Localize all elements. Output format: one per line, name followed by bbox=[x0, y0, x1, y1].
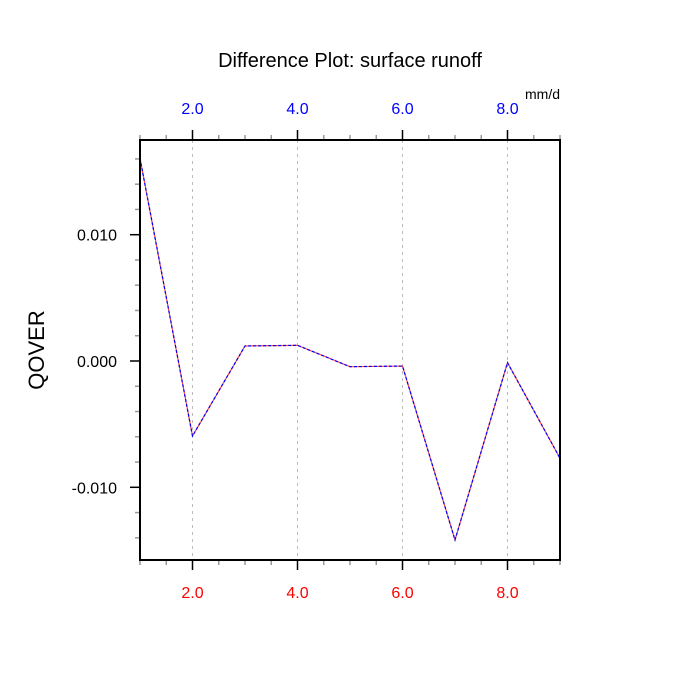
x-tick-label-bottom: 8.0 bbox=[496, 585, 518, 602]
x-tick-label-bottom: 4.0 bbox=[286, 585, 308, 602]
series-line-blue bbox=[139, 158, 561, 543]
x-tick-label-bottom: 2.0 bbox=[181, 585, 203, 602]
y-axis-label: QOVER bbox=[24, 310, 49, 389]
x-tick-label-top: 8.0 bbox=[496, 101, 518, 118]
chart-title: Difference Plot: surface runoff bbox=[218, 50, 482, 72]
series-line-red bbox=[139, 158, 561, 543]
plot-frame bbox=[139, 139, 561, 561]
x-tick-label-bottom: 6.0 bbox=[391, 585, 413, 602]
y-tick-label: -0.010 bbox=[72, 480, 117, 497]
x-tick-label-top: 6.0 bbox=[391, 101, 413, 118]
y-tick-label: 0.010 bbox=[77, 228, 117, 245]
y-tick-label: 0.000 bbox=[77, 354, 117, 371]
x-tick-label-top: 4.0 bbox=[286, 101, 308, 118]
x-tick-label-top: 2.0 bbox=[181, 101, 203, 118]
units-label: mm/d bbox=[525, 86, 560, 102]
